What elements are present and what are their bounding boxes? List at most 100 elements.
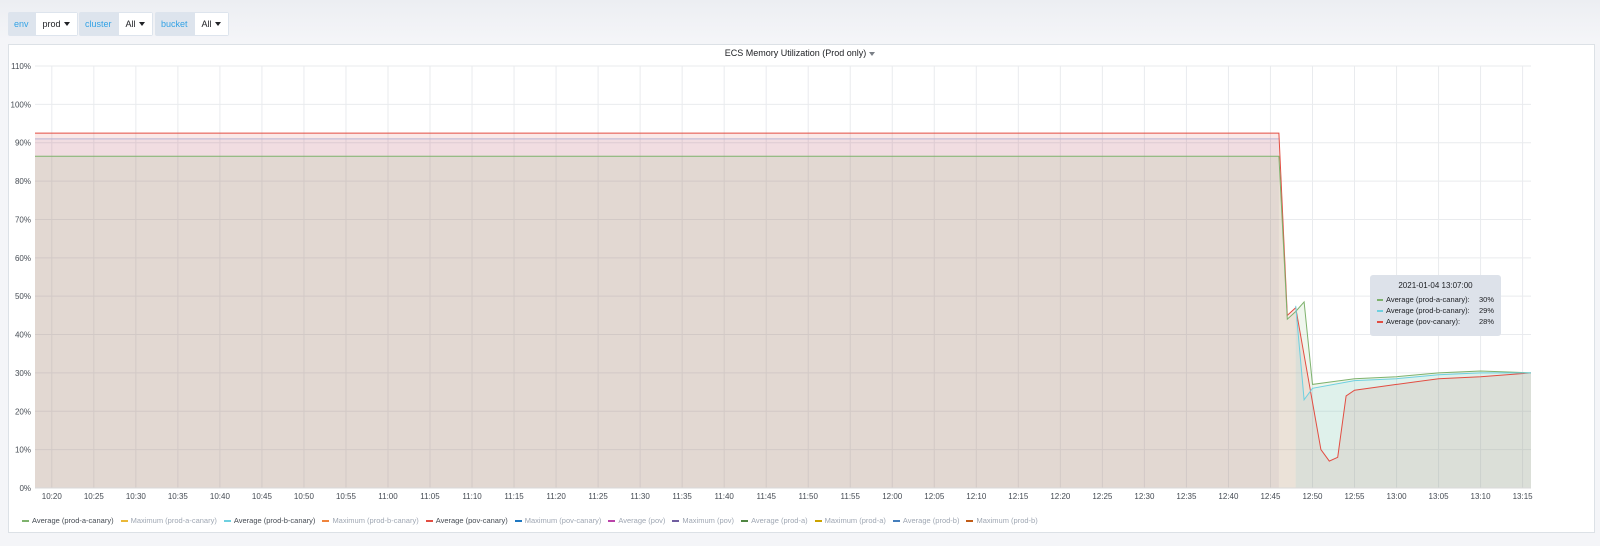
x-tick-label: 11:25 [588,492,608,501]
x-tick-label: 13:15 [1513,492,1534,501]
legend-item[interactable]: Maximum (prod-a-canary) [120,516,217,525]
legend-item[interactable]: Maximum (pov-canary) [514,516,602,525]
legend-swatch [120,519,128,522]
series-area [35,133,1531,488]
cluster-select-value: All [125,19,136,29]
tooltip-series-value: 28% [1478,317,1494,326]
x-tick-label: 12:10 [966,492,987,501]
series-line [35,155,1532,385]
x-tick-label: 12:45 [1260,492,1281,501]
series-color-swatch [1377,298,1383,301]
x-tick-label: 11:05 [420,492,440,501]
y-tick-label: 60% [15,254,31,263]
tooltip-series-value: 30% [1478,295,1494,304]
x-tick-label: 11:50 [798,492,818,501]
legend-swatch [966,519,974,522]
y-tick-label: 70% [15,215,31,224]
dashboard-variable-bar [0,0,1600,40]
legend-item[interactable]: Maximum (prod-a) [814,516,886,525]
legend-swatch [223,519,231,522]
x-tick-label: 10:30 [126,492,147,501]
legend-item[interactable]: Maximum (pov) [672,516,734,525]
legend-label: Maximum (pov) [682,516,735,525]
legend-item[interactable]: Average (prod-b-canary) [223,516,316,525]
series-area [35,156,1531,488]
x-tick-label: 12:00 [882,492,903,501]
legend-label: Maximum (prod-b) [976,516,1038,525]
x-tick-label: 10:20 [42,492,63,501]
legend-item[interactable]: Average (prod-a) [741,516,808,525]
chevron-down-icon [214,22,221,26]
y-tick-label: 50% [15,292,31,301]
x-tick-label: 12:50 [1302,492,1323,501]
y-tick-label: 80% [15,177,31,186]
x-tick-label: 10:25 [84,492,105,501]
tooltip-row: Average (prod-a-canary): 30% [1377,294,1494,305]
legend-label: Average (prod-a) [751,516,808,525]
legend-label: Average (pov) [618,516,666,525]
legend-label: Average (prod-b-canary) [233,516,316,525]
panel-title[interactable]: ECS Memory Utilization (Prod only) [0,48,1600,58]
chevron-down-icon [63,22,70,26]
x-tick-label: 11:35 [672,492,692,501]
x-tick-label: 12:25 [1092,492,1113,501]
chevron-down-icon [138,22,145,26]
env-select-value: prod [42,19,61,29]
chart-legend: Average (prod-a-canary) Maximum (prod-a-c… [22,516,1045,525]
y-tick-label: 40% [15,331,31,340]
y-tick-label: 100% [11,100,31,109]
x-tick-label: 10:50 [294,492,315,501]
legend-swatch [514,519,522,522]
x-tick-label: 13:10 [1471,492,1492,501]
legend-label: Maximum (prod-a) [824,516,886,525]
env-variable-label: env [8,12,35,36]
bucket-select[interactable]: All [193,12,229,36]
legend-swatch [814,519,822,522]
hover-tooltip: 2021-01-04 13:07:00 Average (prod-a-cana… [1370,275,1501,336]
y-axis: 0% 10% 20% 30% 40% 50% 60% 70% 80% 90% 100% 110% [11,62,31,493]
x-tick-label: 11:00 [378,492,398,501]
legend-item[interactable]: Maximum (prod-b) [966,516,1038,525]
panel-title-text: ECS Memory Utilization (Prod only) [724,48,867,58]
legend-label: Maximum (prod-b-canary) [332,516,419,525]
legend-item[interactable]: Average (prod-a-canary) [22,516,114,525]
bucket-select-value: All [201,19,212,29]
y-tick-label: 0% [19,484,31,493]
x-tick-label: 11:30 [630,492,650,501]
x-tick-label: 12:20 [1050,492,1071,501]
series-color-swatch [1377,309,1383,312]
env-variable: env prod [8,12,78,36]
legend-label: Average (prod-a-canary) [32,516,114,525]
x-tick-label: 10:40 [210,492,231,501]
env-select[interactable]: prod [34,12,78,36]
bucket-variable: bucket All [155,12,229,36]
legend-item[interactable]: Average (pov) [608,516,665,525]
chart-series-lines [35,132,1532,462]
tooltip-series-name: Average (prod-a-canary): [1386,295,1470,304]
legend-swatch [22,519,29,522]
x-tick-label: 12:55 [1344,492,1365,501]
panel-menu-chevron-icon [869,51,876,56]
x-tick-label: 12:15 [1008,492,1029,501]
legend-item[interactable]: Average (prod-b) [892,516,959,525]
x-tick-label: 11:15 [504,492,524,501]
x-tick-label: 12:05 [924,492,945,501]
y-tick-label: 20% [15,407,31,416]
max-band-area [35,138,1279,488]
x-tick-label: 11:20 [546,492,566,501]
tooltip-row: Average (pov-canary): 28% [1377,316,1494,327]
legend-swatch [425,519,433,522]
legend-swatch [741,519,749,522]
x-tick-label: 13:05 [1429,492,1450,501]
legend-label: Maximum (pov-canary) [524,516,602,525]
legend-item[interactable]: Maximum (prod-b-canary) [322,516,419,525]
series-line [1295,305,1531,402]
legend-item[interactable]: Average (pov-canary) [425,516,508,525]
bucket-variable-label: bucket [155,12,194,36]
x-tick-label: 10:45 [252,492,273,501]
cluster-variable: cluster All [79,12,153,36]
legend-swatch [892,519,900,522]
cluster-select[interactable]: All [117,12,153,36]
tooltip-series-value: 29% [1478,306,1494,315]
